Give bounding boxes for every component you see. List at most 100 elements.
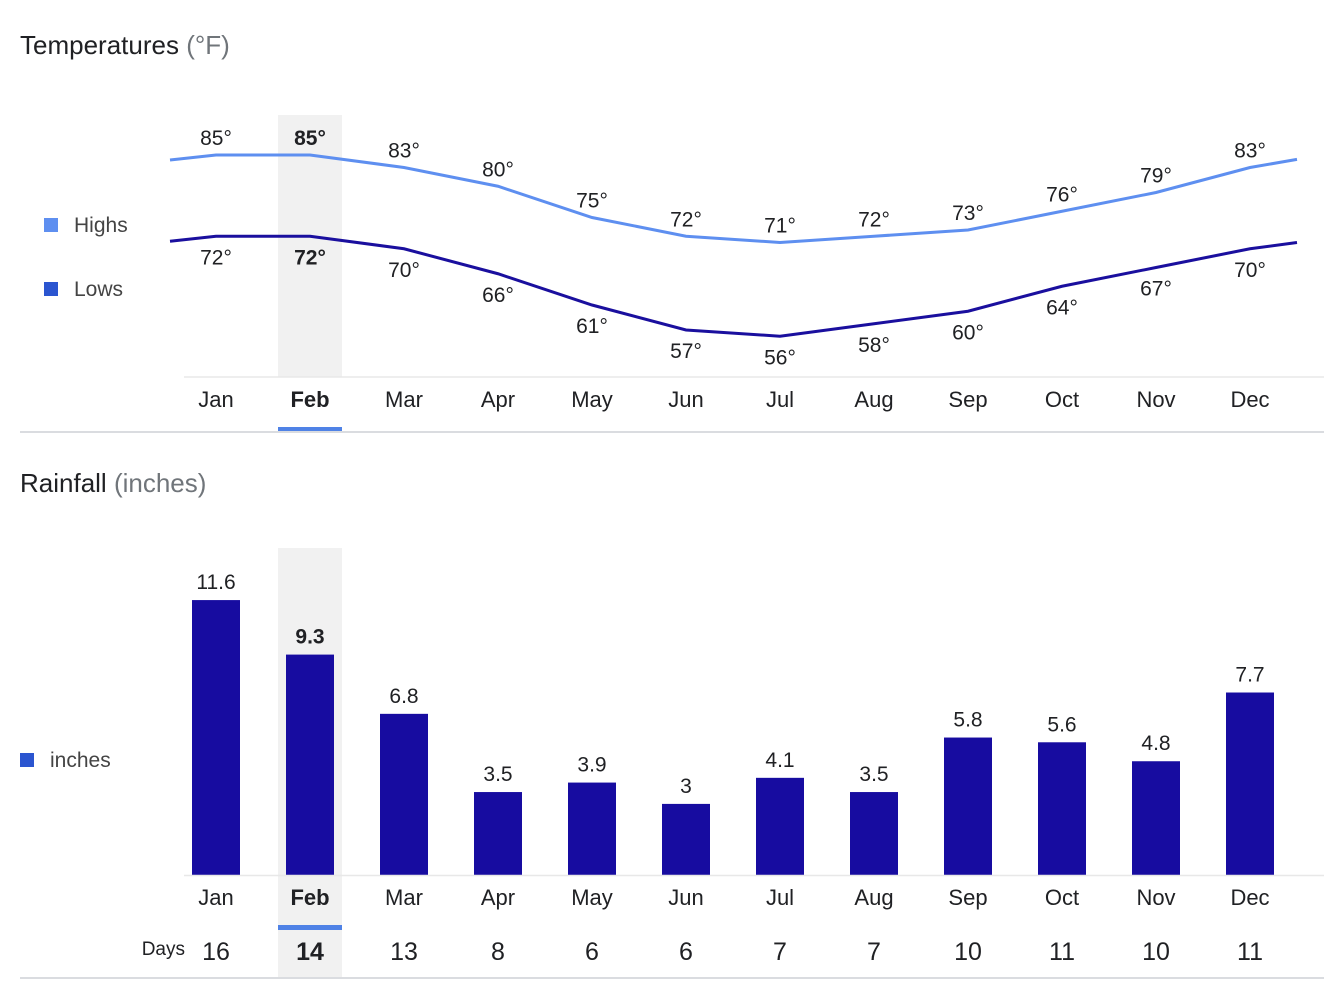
data-label-highs: 83° [1234, 140, 1266, 163]
rain-value-label: 4.1 [765, 749, 794, 772]
month-tab-may[interactable]: May [571, 387, 613, 412]
rain-value-label: 5.6 [1047, 713, 1076, 736]
rain-days-value: 10 [954, 938, 982, 966]
data-label-lows: 70° [388, 259, 420, 282]
rain-days-value: 7 [773, 938, 787, 966]
rain-bar-aug [850, 792, 898, 875]
data-label-lows: 58° [858, 334, 890, 357]
rain-bar-may [568, 782, 616, 875]
rain-value-label: 3.5 [859, 763, 888, 786]
rain-bar-jun [662, 803, 710, 875]
data-label-highs: 76° [1046, 183, 1078, 206]
days-label: Days [142, 939, 185, 960]
series-line-lows [169, 234, 1298, 338]
data-label-lows: 72° [200, 246, 232, 269]
rain-value-label: 6.8 [389, 685, 418, 708]
rainfall-title: Rainfall (inches) [20, 468, 206, 499]
legend-label-lows: Lows [74, 278, 123, 301]
month-tab-jun[interactable]: Jun [668, 387, 703, 412]
rain-month-tab-sep[interactable]: Sep [948, 885, 987, 910]
rain-days-value: 6 [585, 938, 599, 966]
month-tab-jan[interactable]: Jan [198, 387, 233, 412]
month-tab-oct[interactable]: Oct [1045, 387, 1079, 412]
data-label-lows: 60° [952, 321, 984, 344]
data-label-lows: 64° [1046, 296, 1078, 319]
rainfall-unit: (inches) [113, 468, 207, 498]
temperature-title: Temperatures (°F) [20, 30, 230, 61]
month-tab-apr[interactable]: Apr [481, 387, 515, 412]
data-label-highs: 73° [952, 202, 984, 225]
rain-bar-sep [944, 737, 992, 875]
data-label-lows: 67° [1140, 278, 1172, 301]
data-label-lows: 72° [294, 246, 326, 269]
rain-month-tab-may[interactable]: May [571, 885, 613, 910]
rain-days-value: 11 [1049, 938, 1075, 966]
data-label-highs: 72° [670, 208, 702, 231]
legend-swatch-highs [44, 218, 58, 232]
rain-value-label: 11.6 [196, 571, 235, 594]
rain-bar-mar [380, 713, 428, 875]
data-label-highs: 80° [482, 158, 514, 181]
legend-swatch-inches [20, 753, 34, 767]
data-label-highs: 85° [294, 127, 326, 150]
rain-bar-dec [1226, 692, 1274, 875]
data-label-lows: 57° [670, 340, 702, 363]
rain-bar-oct [1038, 742, 1086, 875]
data-label-lows: 66° [482, 284, 514, 307]
rain-month-tab-oct[interactable]: Oct [1045, 885, 1079, 910]
rain-month-tab-dec[interactable]: Dec [1230, 885, 1269, 910]
month-tab-aug[interactable]: Aug [854, 387, 893, 412]
rain-value-label: 9.3 [295, 626, 324, 649]
legend-swatch-lows [44, 282, 58, 296]
data-label-highs: 79° [1140, 165, 1172, 188]
rain-month-tab-jul[interactable]: Jul [766, 885, 794, 910]
rain-month-tab-jan[interactable]: Jan [198, 885, 233, 910]
rain-days-value: 10 [1142, 938, 1170, 966]
rain-value-label: 3.9 [577, 754, 606, 777]
data-label-highs: 72° [858, 208, 890, 231]
data-label-highs: 85° [200, 127, 232, 150]
rain-value-label: 5.8 [953, 709, 982, 732]
rain-days-value: 13 [390, 938, 418, 966]
month-tab-nov[interactable]: Nov [1136, 387, 1175, 412]
rain-month-tab-nov[interactable]: Nov [1136, 885, 1175, 910]
rain-value-label: 7.7 [1235, 664, 1264, 687]
rain-bar-apr [474, 792, 522, 875]
rainfall-title-text: Rainfall [20, 468, 107, 498]
rain-month-tab-mar[interactable]: Mar [385, 885, 423, 910]
data-label-highs: 75° [576, 190, 608, 213]
data-label-lows: 56° [764, 346, 796, 369]
month-tab-jul[interactable]: Jul [766, 387, 794, 412]
series-line-highs [169, 153, 1298, 245]
temperature-title-text: Temperatures [20, 30, 179, 60]
rain-month-tab-apr[interactable]: Apr [481, 885, 515, 910]
data-label-highs: 83° [388, 140, 420, 163]
data-label-lows: 61° [576, 315, 608, 338]
month-tab-feb[interactable]: Feb [290, 387, 329, 412]
legend-label-highs: Highs [74, 214, 128, 237]
data-label-lows: 70° [1234, 259, 1266, 282]
month-tab-sep[interactable]: Sep [948, 387, 987, 412]
rain-month-tab-feb[interactable]: Feb [290, 885, 329, 910]
rain-month-tab-aug[interactable]: Aug [854, 885, 893, 910]
rain-value-label: 3.5 [483, 763, 512, 786]
rain-value-label: 3 [680, 775, 692, 798]
legend-label-inches: inches [50, 749, 111, 772]
rain-bar-jul [756, 777, 804, 875]
month-tab-dec[interactable]: Dec [1230, 387, 1269, 412]
rain-bar-jan [192, 600, 240, 875]
rain-days-value: 7 [867, 938, 881, 966]
data-label-highs: 71° [764, 215, 796, 238]
rain-bar-feb [286, 654, 334, 875]
selected-month-indicator-rain [278, 925, 342, 930]
rain-days-value: 8 [491, 938, 505, 966]
temperature-unit: (°F) [186, 30, 230, 60]
rain-days-value: 11 [1237, 938, 1263, 966]
rain-month-tab-jun[interactable]: Jun [668, 885, 703, 910]
rain-bar-nov [1132, 761, 1180, 875]
rain-days-value: 6 [679, 938, 693, 966]
month-tab-mar[interactable]: Mar [385, 387, 423, 412]
rain-days-value: 16 [202, 938, 230, 966]
